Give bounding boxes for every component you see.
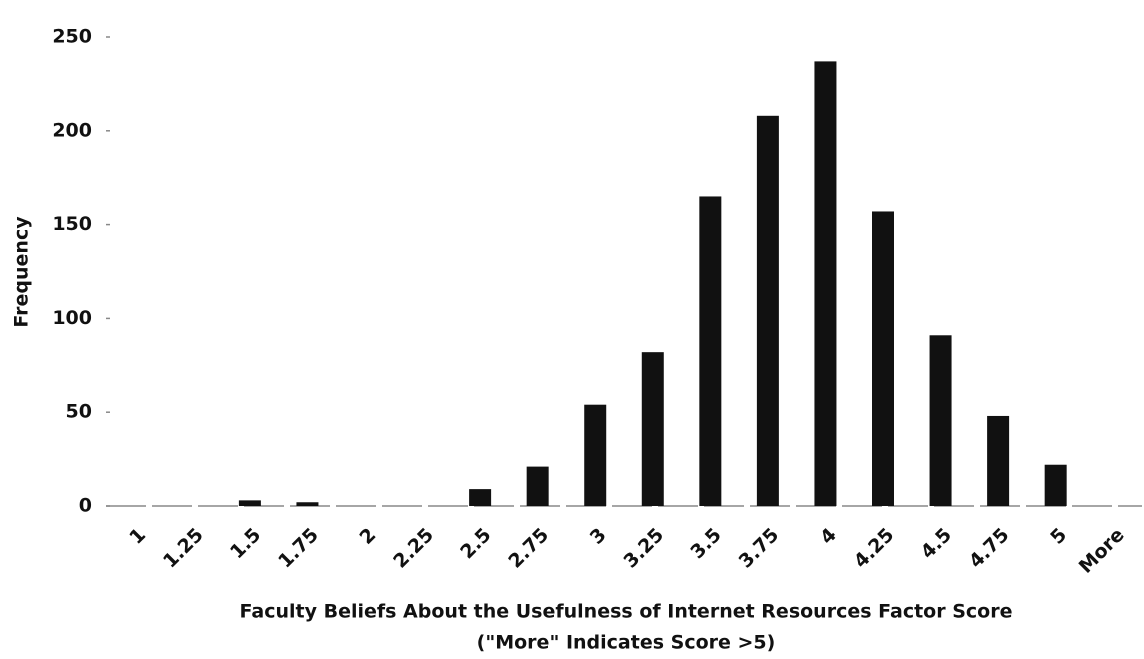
bar xyxy=(756,115,779,507)
x-tick-label: 2.25 xyxy=(389,524,438,573)
x-axis-label: ("More" Indicates Score >5) xyxy=(477,632,776,654)
bar xyxy=(699,196,722,506)
x-tick-label: 4.75 xyxy=(965,524,1014,573)
bar xyxy=(238,500,261,506)
x-tick-label: 1.75 xyxy=(274,524,323,573)
x-tick-label: 4 xyxy=(816,524,841,549)
x-tick-label: 2.75 xyxy=(504,524,553,573)
x-tick-label: 5 xyxy=(1046,524,1071,549)
x-tick-label: 3.75 xyxy=(735,524,784,573)
bar xyxy=(987,415,1010,506)
y-axis-label: Frequency xyxy=(11,216,33,328)
y-tick-label: 150 xyxy=(52,213,92,235)
bar xyxy=(872,211,894,506)
x-tick-label: 2 xyxy=(356,524,381,549)
x-tick-label: 1.25 xyxy=(159,524,208,573)
x-tick-label: More xyxy=(1075,524,1129,578)
bar xyxy=(526,466,549,506)
y-tick-label: 0 xyxy=(79,495,92,517)
y-tick-label: 200 xyxy=(52,119,92,141)
x-axis-label: Faculty Beliefs About the Usefulness of … xyxy=(240,601,1013,623)
y-tick-label: 100 xyxy=(52,307,92,329)
bar xyxy=(584,404,607,506)
x-tick-label: 3.25 xyxy=(619,524,668,573)
x-tick-label: 1 xyxy=(125,524,150,549)
x-tick-label: 4.5 xyxy=(917,524,956,563)
bar xyxy=(296,502,319,506)
x-tick-label: 3 xyxy=(586,524,611,549)
bar xyxy=(814,61,837,506)
x-tick-label: 3.5 xyxy=(686,524,725,563)
bar xyxy=(469,489,492,506)
y-tick-label: 50 xyxy=(66,401,92,423)
x-tick-label: 2.5 xyxy=(456,524,495,563)
bar xyxy=(929,335,952,506)
y-tick-label: 250 xyxy=(52,26,92,48)
x-tick-label: 4.25 xyxy=(850,524,899,573)
x-tick-label: 1.5 xyxy=(226,524,265,563)
bar xyxy=(1044,464,1067,506)
bar xyxy=(641,352,664,506)
